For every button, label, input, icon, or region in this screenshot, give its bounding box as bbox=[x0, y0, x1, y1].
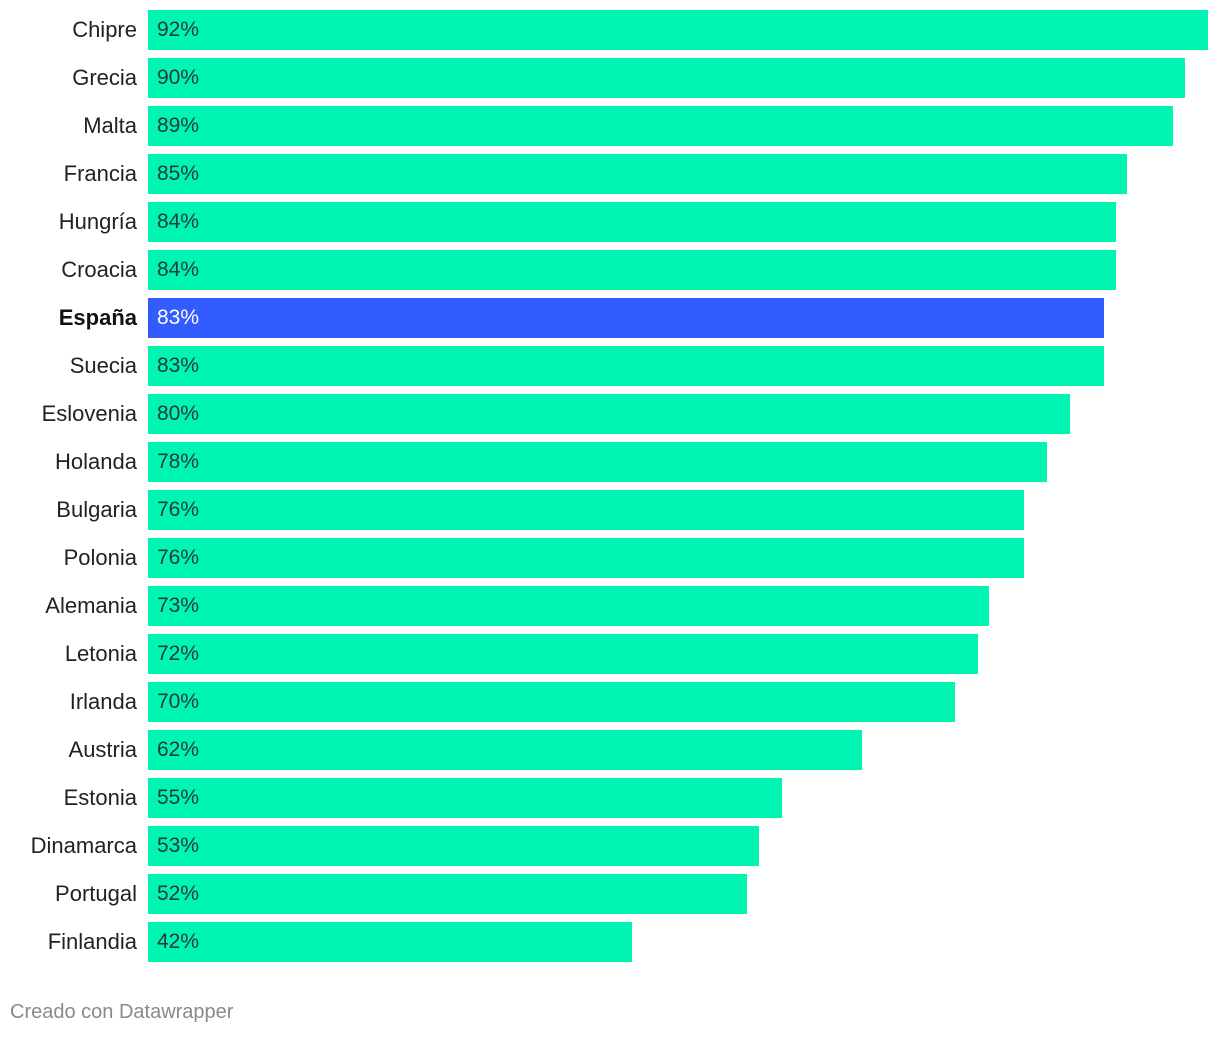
bar-value-label: 76% bbox=[157, 546, 200, 569]
bar bbox=[148, 394, 1070, 434]
bar-row: Dinamarca 53% bbox=[0, 826, 1220, 866]
category-label: Hungría bbox=[58, 209, 137, 234]
bar-row: Polonia 76% bbox=[0, 538, 1220, 578]
bar-row: Portugal 52% bbox=[0, 874, 1220, 914]
bar-value-label: 78% bbox=[157, 450, 200, 473]
chart-credit: Creado con Datawrapper bbox=[10, 1001, 234, 1023]
bar bbox=[148, 202, 1116, 242]
category-label: Dinamarca bbox=[30, 833, 137, 858]
bar-value-label: 70% bbox=[157, 690, 200, 713]
category-label: Suecia bbox=[69, 353, 137, 378]
bar-value-label: 73% bbox=[157, 594, 200, 617]
bar-value-label: 62% bbox=[157, 738, 200, 761]
bar-row: Austria 62% bbox=[0, 730, 1220, 770]
category-label: Irlanda bbox=[69, 689, 137, 714]
category-label: Finlandia bbox=[47, 929, 137, 954]
bar-value-label: 52% bbox=[157, 882, 200, 905]
category-label: Malta bbox=[83, 113, 137, 138]
bar-row: Grecia 90% bbox=[0, 58, 1220, 98]
bar bbox=[148, 922, 632, 962]
bar-value-label: 72% bbox=[157, 642, 200, 665]
bar-chart: Chipre 92% Grecia 90% Malta 89% Francia 85% Hung… bbox=[0, 10, 1220, 962]
category-label: Polonia bbox=[63, 545, 137, 570]
bar-value-label: 53% bbox=[157, 834, 200, 857]
bar bbox=[148, 490, 1024, 530]
bar-row: Bulgaria 76% bbox=[0, 490, 1220, 530]
bar-value-label: 76% bbox=[157, 498, 200, 521]
bar-row: España 83% bbox=[0, 298, 1220, 338]
category-label: Portugal bbox=[55, 881, 137, 906]
bar bbox=[148, 58, 1185, 98]
bar-value-label: 55% bbox=[157, 786, 200, 809]
bar-row: Francia 85% bbox=[0, 154, 1220, 194]
bar-row: Chipre 92% bbox=[0, 10, 1220, 50]
category-label: España bbox=[58, 305, 137, 330]
bar bbox=[148, 154, 1127, 194]
category-label: Croacia bbox=[61, 257, 137, 282]
bar bbox=[148, 778, 782, 818]
bar-row: Suecia 83% bbox=[0, 346, 1220, 386]
bar bbox=[148, 682, 955, 722]
category-label: Alemania bbox=[45, 593, 137, 618]
bar bbox=[148, 874, 747, 914]
category-label: Francia bbox=[63, 161, 137, 186]
bar-row: Irlanda 70% bbox=[0, 682, 1220, 722]
bar-value-label: 90% bbox=[157, 66, 200, 89]
bar-row: Croacia 84% bbox=[0, 250, 1220, 290]
bar bbox=[148, 442, 1047, 482]
category-label: Chipre bbox=[72, 17, 137, 42]
bar-row: Finlandia 42% bbox=[0, 922, 1220, 962]
category-label: Eslovenia bbox=[41, 401, 137, 426]
bar bbox=[148, 730, 862, 770]
bar-row: Alemania 73% bbox=[0, 586, 1220, 626]
bar bbox=[148, 10, 1208, 50]
category-label: Bulgaria bbox=[56, 497, 137, 522]
bar bbox=[148, 298, 1104, 338]
category-label: Holanda bbox=[55, 449, 137, 474]
bar-value-label: 92% bbox=[157, 18, 200, 41]
bar-value-label: 83% bbox=[157, 354, 200, 377]
category-label: Grecia bbox=[72, 65, 137, 90]
bar-row: Estonia 55% bbox=[0, 778, 1220, 818]
category-label: Austria bbox=[68, 737, 137, 762]
bar-value-label: 42% bbox=[157, 930, 200, 953]
bar bbox=[148, 538, 1024, 578]
bar-row: Letonia 72% bbox=[0, 634, 1220, 674]
category-label: Estonia bbox=[63, 785, 137, 810]
bar bbox=[148, 106, 1173, 146]
bar-value-label: 84% bbox=[157, 210, 200, 233]
bar-row: Malta 89% bbox=[0, 106, 1220, 146]
bar-row: Hungría 84% bbox=[0, 202, 1220, 242]
bar bbox=[148, 826, 759, 866]
bar-value-label: 85% bbox=[157, 162, 200, 185]
bar bbox=[148, 346, 1104, 386]
bar-row: Eslovenia 80% bbox=[0, 394, 1220, 434]
bar-value-label: 89% bbox=[157, 114, 200, 137]
bar-value-label: 80% bbox=[157, 402, 200, 425]
bar bbox=[148, 634, 978, 674]
bar-row: Holanda 78% bbox=[0, 442, 1220, 482]
bar bbox=[148, 250, 1116, 290]
bar-value-label: 83% bbox=[157, 306, 200, 329]
bar bbox=[148, 586, 989, 626]
bar-value-label: 84% bbox=[157, 258, 200, 281]
category-label: Letonia bbox=[64, 641, 137, 666]
